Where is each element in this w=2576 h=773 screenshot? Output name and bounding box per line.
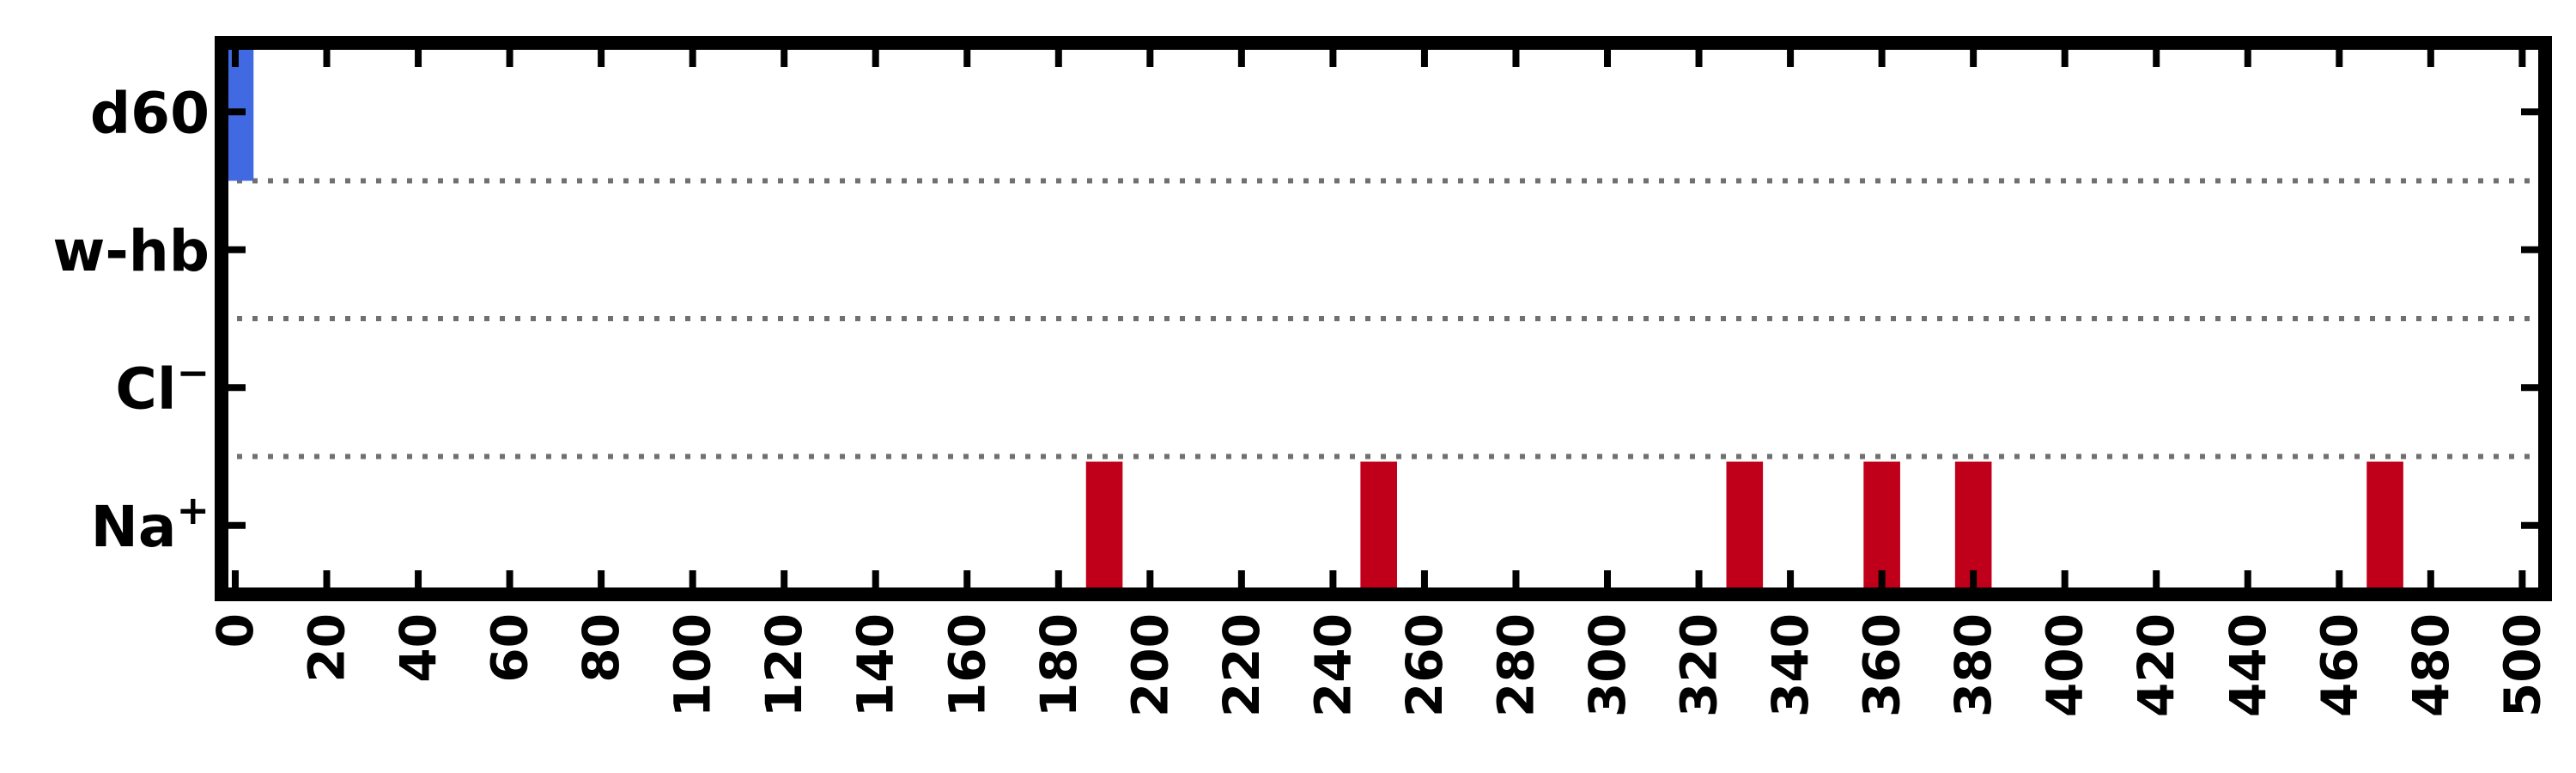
bar-na — [1360, 461, 1397, 594]
x-tick-label: 40 — [389, 613, 447, 683]
x-tick-label: 500 — [2493, 613, 2551, 717]
x-tick-label: 380 — [1944, 613, 2002, 717]
x-tick-label: 80 — [572, 613, 630, 683]
x-tick-label: 120 — [755, 613, 813, 717]
y-label-4: Na+ — [91, 487, 210, 560]
x-tick-label: 340 — [1761, 613, 1820, 717]
plot-frame — [215, 36, 2552, 601]
x-tick-label: 400 — [2036, 613, 2094, 717]
x-tick-label: 300 — [1578, 613, 1637, 717]
x-tick-label: 280 — [1486, 613, 1545, 717]
bar-na — [1726, 461, 1764, 594]
bar-na — [1085, 461, 1123, 594]
x-tick-label: 220 — [1212, 613, 1271, 717]
bar-na — [2366, 461, 2403, 594]
x-tick-label: 360 — [1853, 613, 1911, 717]
x-tick-label: 0 — [206, 613, 264, 648]
x-tick-label: 160 — [938, 613, 996, 717]
x-tick-label: 480 — [2402, 613, 2460, 717]
y-label-2: w-hb — [52, 218, 210, 284]
x-tick-label: 200 — [1121, 613, 1179, 717]
x-tick-label: 140 — [847, 613, 905, 717]
x-tick-label: 320 — [1670, 613, 1728, 717]
x-tick-label: 100 — [664, 613, 722, 717]
x-tick-label: 180 — [1030, 613, 1088, 717]
x-tick-label: 260 — [1395, 613, 1454, 717]
y-label-3: Cl− — [115, 349, 210, 422]
x-tick-label: 420 — [2127, 613, 2185, 717]
bars-layer — [222, 48, 2403, 594]
y-tick-labels: d60 w-hb Cl− Na+ — [52, 80, 210, 560]
row-separators — [222, 178, 2545, 460]
x-tick-label: 20 — [298, 613, 356, 683]
x-tick-label: 240 — [1303, 613, 1362, 717]
x-tick-label: 60 — [481, 613, 539, 683]
x-tick-labels: 0 20 40 60 80 100 120 140 160 180 200 220 240 260 280 3… — [206, 613, 2551, 717]
x-tick-label: 460 — [2310, 613, 2368, 717]
x-tick-label: 440 — [2219, 613, 2277, 717]
y-label-1: d60 — [90, 80, 210, 146]
